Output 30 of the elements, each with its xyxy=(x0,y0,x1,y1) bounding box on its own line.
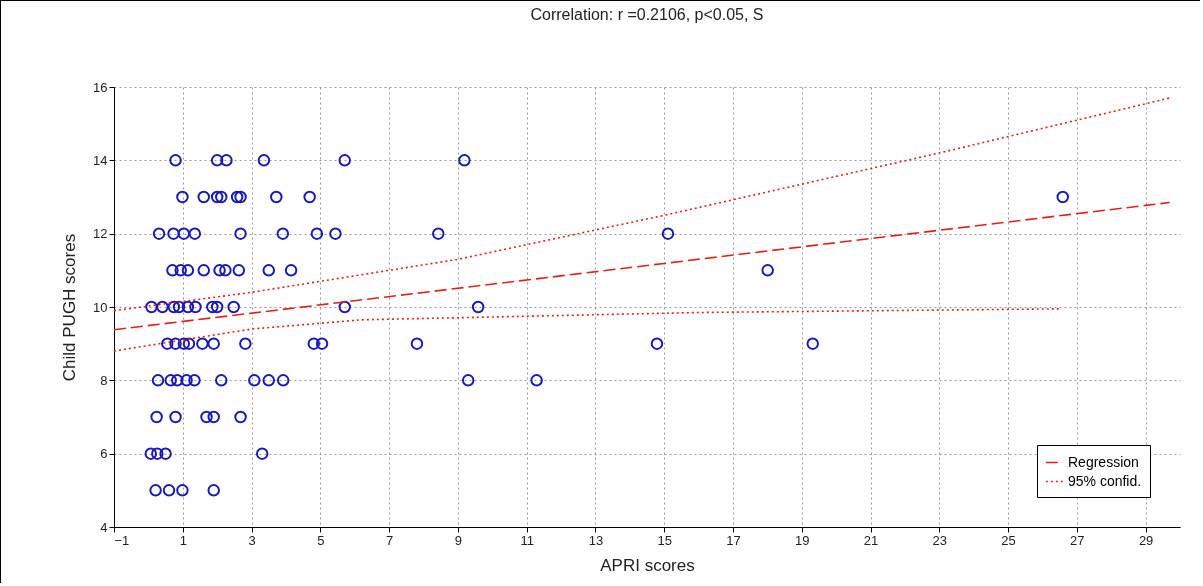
x-axis-title: APRI scores xyxy=(600,555,695,575)
x-tick-label: 11 xyxy=(520,532,534,548)
x-tick-label: 29 xyxy=(1138,532,1154,548)
x-tick-label: 5 xyxy=(317,532,325,548)
legend-label: Regression xyxy=(1068,453,1139,470)
x-tick-label: 15 xyxy=(657,532,672,548)
y-tick-label: 16 xyxy=(93,79,108,95)
x-tick-label: 25 xyxy=(1001,532,1016,548)
x-tick-label: −1 xyxy=(114,532,130,548)
x-tick-label: 13 xyxy=(588,532,604,548)
y-tick-label: 8 xyxy=(100,372,108,388)
y-tick-label: 4 xyxy=(100,519,108,535)
y-tick-label: 6 xyxy=(100,446,108,462)
x-tick-label: 9 xyxy=(454,532,462,548)
y-axis-title: Child PUGH scores xyxy=(60,233,80,382)
y-tick-label: 14 xyxy=(93,152,108,168)
x-tick-label: 3 xyxy=(248,532,256,548)
line-series xyxy=(113,308,1061,352)
x-tick-label: 7 xyxy=(385,532,394,548)
y-tick-label: 10 xyxy=(93,299,108,315)
x-tick-label: 27 xyxy=(1070,532,1085,548)
x-tick-label: 1 xyxy=(179,532,187,548)
line-series xyxy=(113,97,1171,312)
x-tick-label: 17 xyxy=(726,532,741,548)
x-tick-label: 21 xyxy=(863,532,879,548)
x-tick-label: 19 xyxy=(795,532,810,548)
x-tick-label: 23 xyxy=(932,532,948,548)
legend-label: 95% confid. xyxy=(1068,472,1142,489)
chart-title: Correlation: r =0.2106, p<0.05, S xyxy=(530,6,764,23)
y-tick-label: 12 xyxy=(93,226,108,242)
